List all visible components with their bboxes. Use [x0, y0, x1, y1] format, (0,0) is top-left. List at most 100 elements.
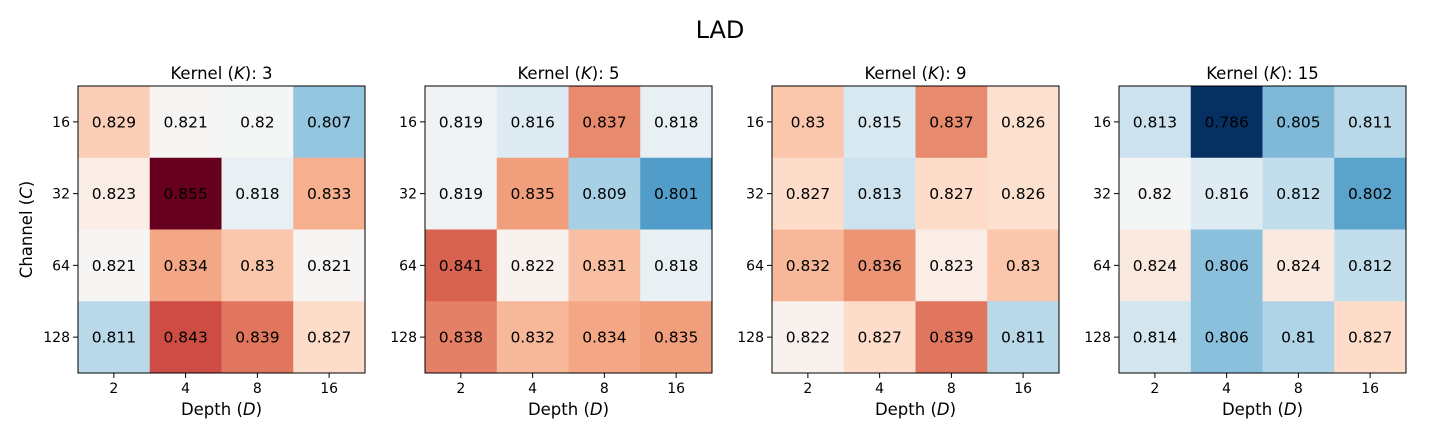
heatmap-cell: [1262, 157, 1335, 230]
cell-value-label: 0.821: [163, 113, 207, 131]
axes-frame: [1118, 85, 1407, 374]
y-tick-label: 64: [52, 258, 70, 274]
cell-value-label: 0.837: [929, 113, 973, 131]
y-tick-label: 128: [1084, 330, 1111, 346]
cell-value-label: 0.829: [92, 113, 136, 131]
cell-value-label: 0.81: [1281, 329, 1316, 347]
cell-value-label: 0.836: [857, 257, 901, 275]
cell-value-label: 0.806: [1204, 257, 1248, 275]
cell-value-label: 0.826: [1001, 113, 1045, 131]
panel-title: Kernel (K): 5: [517, 64, 619, 83]
x-tick-label: 2: [803, 381, 812, 397]
x-tick-label: 2: [109, 381, 118, 397]
heatmap-cell: [78, 301, 151, 374]
x-tick-label: 2: [456, 381, 465, 397]
cell-value-label: 0.827: [786, 185, 830, 203]
heatmap-cell: [78, 229, 151, 302]
cell-value-label: 0.833: [307, 185, 351, 203]
x-tick-label: 4: [875, 381, 884, 397]
heatmap-cell: [293, 86, 366, 159]
axes-frame: [424, 85, 713, 374]
cell-value-label: 0.82: [1138, 185, 1173, 203]
cell-value-label: 0.823: [929, 257, 973, 275]
heatmap-cell: [772, 86, 845, 159]
y-tick-label: 32: [399, 187, 417, 203]
heatmap-cell: [772, 301, 845, 374]
x-axis-label: Depth (D): [875, 400, 956, 419]
heatmap-cell: [1119, 229, 1192, 302]
cell-value-label: 0.823: [92, 185, 136, 203]
cell-value-label: 0.811: [1001, 329, 1045, 347]
heatmap-cell: [1190, 229, 1263, 302]
cell-value-label: 0.839: [929, 329, 973, 347]
heatmap-cell: [149, 229, 222, 302]
cell-value-label: 0.811: [1348, 113, 1392, 131]
heatmap-cell: [640, 86, 713, 159]
y-tick-label: 16: [1093, 115, 1111, 131]
heatmap-cell: [568, 157, 641, 230]
axes-frame: [771, 85, 1060, 374]
cell-value-label: 0.816: [1204, 185, 1248, 203]
heatmap-cell: [915, 157, 988, 230]
x-axis-label: Depth (D): [181, 400, 262, 419]
y-tick-label: 128: [390, 330, 417, 346]
cell-value-label: 0.827: [1348, 329, 1392, 347]
y-tick-label: 64: [399, 258, 417, 274]
y-tick-label: 128: [43, 330, 70, 346]
y-tick-label: 128: [737, 330, 764, 346]
cell-value-label: 0.831: [582, 257, 626, 275]
heatmap-cell: [221, 229, 294, 302]
heatmap-cell: [1334, 301, 1407, 374]
cell-value-label: 0.812: [1348, 257, 1392, 275]
heatmap-cell: [987, 157, 1060, 230]
cell-value-label: 0.837: [582, 113, 626, 131]
y-axis-label: Channel (C): [17, 181, 36, 278]
cell-value-label: 0.827: [307, 329, 351, 347]
heatmap-cell: [496, 157, 569, 230]
cell-value-label: 0.818: [654, 257, 698, 275]
heatmap-cell: [640, 229, 713, 302]
x-tick-label: 8: [947, 381, 956, 397]
heatmap-cell: [772, 229, 845, 302]
x-tick-label: 8: [253, 381, 262, 397]
heatmap-cell: [293, 157, 366, 230]
axes-frame: [77, 85, 366, 374]
heatmap-cell: [149, 86, 222, 159]
x-tick-label: 4: [528, 381, 537, 397]
cell-value-label: 0.811: [92, 329, 136, 347]
cell-value-label: 0.834: [163, 257, 207, 275]
panel-title: Kernel (K): 9: [864, 64, 966, 83]
cell-value-label: 0.83: [791, 113, 826, 131]
heatmap-cell: [221, 86, 294, 159]
cell-value-label: 0.83: [1006, 257, 1041, 275]
heatmap-cell: [293, 301, 366, 374]
cell-value-label: 0.834: [582, 329, 626, 347]
heatmap-cell: [568, 229, 641, 302]
heatmap-cell: [1262, 229, 1335, 302]
heatmap-cell: [496, 229, 569, 302]
heatmap-cell: [987, 86, 1060, 159]
heatmap-cell: [425, 157, 498, 230]
cell-value-label: 0.832: [786, 257, 830, 275]
cell-value-label: 0.819: [439, 113, 483, 131]
heatmap-cell: [1334, 157, 1407, 230]
y-tick-label: 32: [1093, 187, 1111, 203]
cell-value-label: 0.813: [857, 185, 901, 203]
heatmap-cell: [496, 86, 569, 159]
heatmap-cell: [1119, 86, 1192, 159]
x-tick-label: 8: [600, 381, 609, 397]
cell-value-label: 0.824: [1276, 257, 1320, 275]
heatmap-cell: [425, 301, 498, 374]
heatmap-cell: [496, 301, 569, 374]
cell-value-label: 0.827: [857, 329, 901, 347]
heatmap-cell: [640, 301, 713, 374]
cell-value-label: 0.809: [582, 185, 626, 203]
heatmap-cell: [1262, 301, 1335, 374]
x-tick-label: 4: [181, 381, 190, 397]
cell-value-label: 0.813: [1133, 113, 1177, 131]
heatmap-cell: [1334, 229, 1407, 302]
x-tick-label: 16: [1361, 381, 1379, 397]
heatmap-cell: [843, 86, 916, 159]
cell-value-label: 0.821: [92, 257, 136, 275]
